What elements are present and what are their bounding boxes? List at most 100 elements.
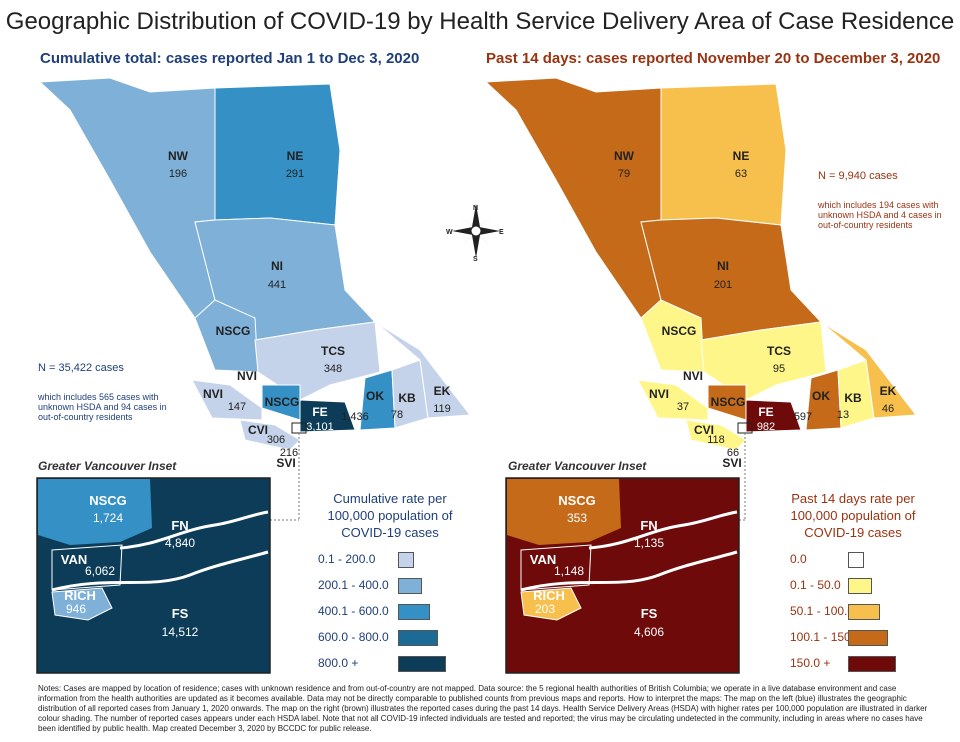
right-legend-title: Past 14 days rate per 100,000 population…	[790, 491, 916, 540]
right-count-tcs: 95	[773, 363, 785, 375]
right-legend-swatch	[848, 578, 872, 594]
right-legend-label: 150.0 +	[790, 656, 831, 670]
left-legend-label: 800.0 +	[318, 656, 359, 670]
left-total-note: which includes 565 cases with unknown HS…	[38, 392, 167, 422]
right-inset-count-van: 1,148	[554, 564, 584, 578]
right-count-ne: 63	[735, 168, 747, 180]
right-legend-swatch	[848, 630, 888, 646]
left-inset-count-van: 6,062	[85, 564, 115, 578]
left-inset-van	[51, 544, 123, 591]
left-label-ne: NE	[287, 149, 304, 163]
left-count-tcs: 348	[324, 363, 342, 375]
footer-notes: Notes: Cases are mapped by location of r…	[38, 684, 928, 733]
right-count-ni: 201	[714, 279, 732, 291]
left-count-cvi: 306	[267, 434, 285, 446]
right-inset-title: Greater Vancouver Inset	[508, 459, 647, 473]
right-label-nvi: NVI	[683, 369, 703, 383]
left-bc-map: NW 196 NE 291 NI 441 NSCG TCS 348 NVI OK…	[38, 77, 471, 521]
left-label-tcs: TCS	[321, 344, 345, 358]
left-legend-label: 0.1 - 200.0	[318, 552, 376, 566]
right-label-nscg-south: NSCG	[711, 395, 746, 409]
right-label-svi: SVI	[722, 456, 741, 470]
right-label-nvi-south: NVI	[649, 387, 669, 401]
left-legend-swatch	[398, 604, 430, 620]
left-count-ni: 441	[268, 279, 286, 291]
compass-rose-icon: N S W E	[446, 204, 504, 262]
left-inset-count-fs: 14,512	[162, 625, 199, 639]
left-count-kb: 78	[391, 409, 403, 421]
right-label-ok: OK	[812, 389, 830, 403]
right-count-kb: 13	[837, 409, 849, 421]
left-count-ne: 291	[286, 168, 304, 180]
right-label-ek: EK	[880, 384, 897, 398]
right-inset-label-van: VAN	[530, 552, 556, 567]
left-inset-rich	[51, 587, 113, 621]
left-region-fe	[299, 399, 356, 433]
left-label-ek: EK	[434, 384, 451, 398]
left-inset-label-van: VAN	[61, 552, 87, 567]
left-region-tcs	[254, 321, 381, 401]
right-legend-label: 50.1 - 100.0	[790, 604, 855, 618]
left-legend-label: 600.0 - 800.0	[318, 630, 389, 644]
right-inset-rich	[520, 587, 582, 621]
right-legend-swatch	[848, 604, 880, 620]
compass-e: E	[499, 229, 504, 236]
left-legend-swatch	[398, 630, 438, 646]
left-label-nvi: NVI	[237, 369, 257, 383]
left-count-fe: 3,101	[306, 421, 334, 433]
right-region-tcs	[700, 321, 827, 401]
left-label-kb: KB	[398, 391, 416, 405]
left-legend-label: 200.1 - 400.0	[318, 578, 389, 592]
left-region-nvi	[191, 379, 263, 421]
right-count-cvi: 118	[707, 434, 725, 446]
right-inset-inlet	[588, 510, 738, 550]
right-legend-swatch	[848, 656, 896, 672]
right-map-subtitle: Past 14 days: cases reported November 20…	[486, 50, 941, 67]
left-label-ni: NI	[271, 259, 283, 273]
left-count-nvi-south: 147	[228, 401, 246, 413]
left-region-ne	[214, 83, 341, 226]
right-legend-label: 0.1 - 50.0	[790, 578, 841, 592]
right-label-nw: NW	[614, 149, 635, 163]
left-label-nw: NW	[168, 149, 189, 163]
left-legend-title: Cumulative rate per 100,000 population o…	[327, 491, 453, 540]
left-inset-title: Greater Vancouver Inset	[38, 459, 177, 473]
left-inset-inlet	[119, 510, 269, 550]
right-inset-count-fn: 1,135	[634, 536, 664, 550]
left-inset-count-fn: 4,840	[165, 536, 195, 550]
left-inset-label-nscg: NSCG	[89, 493, 127, 508]
left-label-nscg: NSCG	[216, 324, 251, 338]
page-title: Geographic Distribution of COVID-19 by H…	[5, 8, 955, 35]
right-region-nvi	[637, 379, 709, 421]
right-label-ne: NE	[733, 149, 750, 163]
left-count-svi: 216	[280, 447, 298, 459]
right-region-ek	[820, 321, 917, 419]
right-label-tcs: TCS	[767, 344, 791, 358]
left-map-subtitle: Cumulative total: cases reported Jan 1 t…	[40, 50, 420, 67]
right-count-fe: 982	[757, 421, 775, 433]
maps-canvas: NW 196 NE 291 NI 441 NSCG TCS 348 NVI OK…	[36, 77, 917, 674]
left-inset-nscg	[38, 479, 152, 545]
left-label-nscg-south: NSCG	[265, 395, 300, 409]
left-legend-swatch	[398, 552, 414, 568]
right-inset-label-fs: FS	[641, 606, 658, 621]
left-count-nw: 196	[169, 168, 187, 180]
right-region-cvi	[685, 419, 747, 451]
left-label-ok: OK	[366, 389, 384, 403]
right-region-nw	[484, 77, 662, 319]
right-inset-nscg	[507, 479, 621, 545]
left-label-cvi: CVI	[248, 423, 268, 437]
right-count-nvi-south: 37	[677, 401, 689, 413]
right-label-ni: NI	[717, 259, 729, 273]
left-count-ek: 119	[433, 403, 451, 415]
left-inset-river	[51, 550, 269, 592]
right-legend-label: 100.1 - 150.0	[790, 630, 861, 644]
right-count-ok: 597	[794, 411, 812, 423]
left-legend-swatch	[398, 578, 422, 594]
right-label-kb: KB	[844, 391, 862, 405]
left-inset-label-fs: FS	[172, 606, 189, 621]
right-inset-count-fs: 4,606	[634, 625, 664, 639]
left-region-ek	[374, 321, 471, 419]
right-label-cvi: CVI	[694, 423, 714, 437]
right-label-nscg: NSCG	[662, 324, 697, 338]
